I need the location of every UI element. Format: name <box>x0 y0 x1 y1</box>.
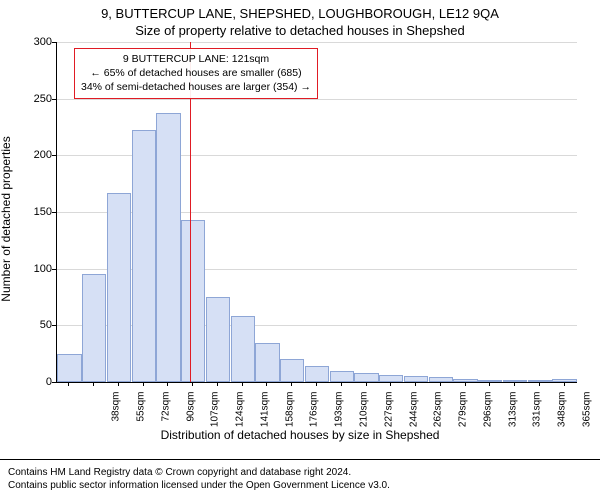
y-tick-mark <box>52 269 56 270</box>
x-tick-label: 296sqm <box>482 392 493 436</box>
x-tick-label: 90sqm <box>185 392 196 436</box>
x-tick-label: 158sqm <box>284 392 295 436</box>
y-tick-mark <box>52 325 56 326</box>
histogram-bar <box>280 359 304 382</box>
histogram-bar <box>132 130 156 382</box>
y-tick-mark <box>52 212 56 213</box>
y-tick-label: 200 <box>12 149 52 161</box>
histogram-bar <box>330 371 354 382</box>
x-tick-mark <box>217 382 218 386</box>
x-tick-label: 176sqm <box>309 392 320 436</box>
annotation-line: 34% of semi-detached houses are larger (… <box>81 80 311 94</box>
x-tick-label: 141sqm <box>259 392 270 436</box>
histogram-bar <box>156 113 180 382</box>
x-tick-label: 365sqm <box>581 392 592 436</box>
x-tick-mark <box>390 382 391 386</box>
footer-line-1: Contains HM Land Registry data © Crown c… <box>8 466 592 479</box>
histogram-bar <box>453 379 477 382</box>
x-tick-mark <box>539 382 540 386</box>
page-title: 9, BUTTERCUP LANE, SHEPSHED, LOUGHBOROUG… <box>0 0 600 21</box>
x-tick-mark <box>266 382 267 386</box>
x-tick-mark <box>440 382 441 386</box>
chart-container: Number of detached properties Distributi… <box>0 42 600 438</box>
y-tick-label: 150 <box>12 206 52 218</box>
x-tick-mark <box>242 382 243 386</box>
x-tick-label: 262sqm <box>433 392 444 436</box>
y-tick-label: 300 <box>12 36 52 48</box>
x-tick-mark <box>465 382 466 386</box>
histogram-bar <box>528 380 552 382</box>
histogram-bar <box>354 373 378 382</box>
y-tick-label: 250 <box>12 93 52 105</box>
x-tick-label: 227sqm <box>383 392 394 436</box>
x-tick-label: 72sqm <box>160 392 171 436</box>
histogram-bar <box>305 366 329 382</box>
x-tick-mark <box>167 382 168 386</box>
annotation-line: 9 BUTTERCUP LANE: 121sqm <box>81 52 311 66</box>
x-tick-label: 124sqm <box>235 392 246 436</box>
x-tick-mark <box>514 382 515 386</box>
y-tick-label: 100 <box>12 263 52 275</box>
histogram-bar <box>82 274 106 382</box>
x-tick-label: 313sqm <box>507 392 518 436</box>
x-tick-label: 107sqm <box>210 392 221 436</box>
annotation-line: ← 65% of detached houses are smaller (68… <box>81 66 311 80</box>
footer-line-2: Contains public sector information licen… <box>8 479 592 492</box>
x-tick-mark <box>489 382 490 386</box>
x-tick-label: 193sqm <box>334 392 345 436</box>
x-tick-mark <box>415 382 416 386</box>
y-tick-mark <box>52 382 56 383</box>
x-tick-mark <box>93 382 94 386</box>
annotation-box: 9 BUTTERCUP LANE: 121sqm← 65% of detache… <box>74 48 318 99</box>
x-tick-label: 38sqm <box>111 392 122 436</box>
y-tick-mark <box>52 99 56 100</box>
gridline <box>57 42 577 43</box>
histogram-bar <box>181 220 205 382</box>
page-subtitle: Size of property relative to detached ho… <box>0 21 600 38</box>
x-tick-mark <box>118 382 119 386</box>
x-tick-label: 348sqm <box>557 392 568 436</box>
x-tick-label: 210sqm <box>359 392 370 436</box>
histogram-bar <box>379 375 403 382</box>
y-tick-label: 0 <box>12 376 52 388</box>
x-tick-mark <box>291 382 292 386</box>
x-tick-label: 244sqm <box>408 392 419 436</box>
y-tick-mark <box>52 155 56 156</box>
histogram-bar <box>206 297 230 382</box>
attribution-footer: Contains HM Land Registry data © Crown c… <box>0 459 600 500</box>
x-tick-mark <box>366 382 367 386</box>
y-tick-label: 50 <box>12 319 52 331</box>
histogram-bar <box>57 354 81 382</box>
histogram-bar <box>107 193 131 382</box>
x-tick-mark <box>564 382 565 386</box>
histogram-bar <box>429 377 453 382</box>
histogram-bar <box>231 316 255 382</box>
x-tick-mark <box>316 382 317 386</box>
histogram-bar <box>255 343 279 382</box>
x-tick-mark <box>192 382 193 386</box>
x-tick-label: 279sqm <box>458 392 469 436</box>
x-tick-label: 331sqm <box>532 392 543 436</box>
y-tick-mark <box>52 42 56 43</box>
gridline <box>57 99 577 100</box>
x-tick-mark <box>143 382 144 386</box>
x-tick-label: 55sqm <box>136 392 147 436</box>
x-tick-mark <box>341 382 342 386</box>
histogram-bar <box>552 379 576 382</box>
x-tick-mark <box>68 382 69 386</box>
